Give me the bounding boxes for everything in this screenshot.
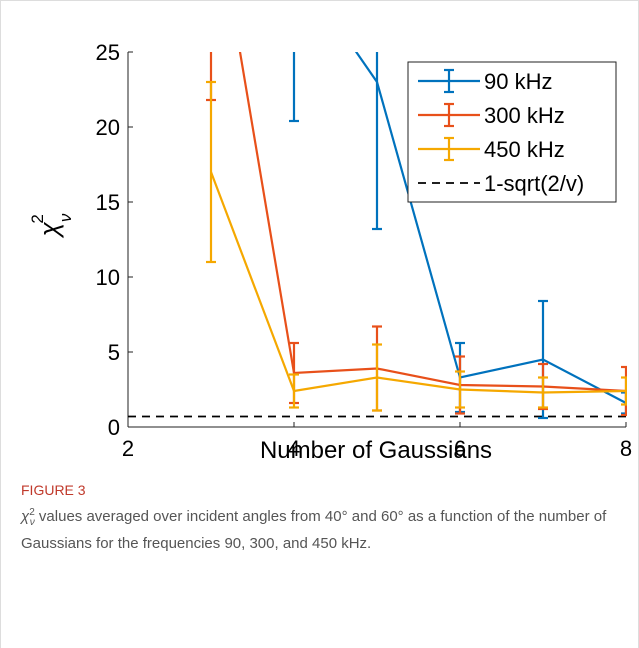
y-tick-label: 0 <box>108 415 120 440</box>
legend-label: 450 kHz <box>484 137 565 162</box>
plot-area <box>128 52 627 420</box>
y-tick-label: 5 <box>108 340 120 365</box>
y-label-sup: 2 <box>28 214 47 223</box>
y-tick-label: 10 <box>96 265 120 290</box>
x-axis-label: Number of Gaussians <box>260 437 492 464</box>
legend-label: 1-sqrt(2/v) <box>484 171 584 196</box>
caption-body: values averaged over incident angles fro… <box>21 508 607 552</box>
error-bar <box>372 343 382 412</box>
legend-box <box>407 61 617 203</box>
error-bar <box>289 52 299 123</box>
x-tick-label: 8 <box>620 436 632 461</box>
caption: FIGURE 3 χ2ν values averaged over incide… <box>0 466 639 648</box>
error-bar <box>621 376 627 406</box>
caption-symbol: χ <box>21 508 30 525</box>
caption-sup: 2 <box>29 507 35 518</box>
error-bar <box>538 376 548 409</box>
legend: 90 kHz 300 kHz 450 kHz 1-sqrt(2/v) <box>407 61 617 203</box>
series-line <box>238 52 627 393</box>
error-bar <box>372 52 382 231</box>
caption-text: χ2ν values averaged over incident angles… <box>21 502 621 554</box>
x-tick-label: 4 <box>288 436 300 461</box>
error-bar <box>455 370 465 409</box>
series-line <box>209 171 627 394</box>
legend-label: 90 kHz <box>484 69 552 94</box>
legend-label: 300 kHz <box>484 103 565 128</box>
caption-label: FIGURE 3 <box>21 482 86 498</box>
caption-sub: ν <box>29 517 35 528</box>
y-axis-label: χν2 <box>28 213 75 238</box>
y-tick-label: 15 <box>96 190 120 215</box>
y-label-main: χ <box>34 221 64 238</box>
error-bar <box>289 373 299 409</box>
y-tick-label: 20 <box>96 115 120 140</box>
x-tick-label: 6 <box>454 436 466 461</box>
y-tick-label: 25 <box>96 40 120 65</box>
y-label-symbol: χν2 <box>28 213 75 238</box>
y-label-sub: ν <box>56 213 75 222</box>
x-tick-label: 2 <box>122 436 134 461</box>
error-bar <box>206 80 216 264</box>
